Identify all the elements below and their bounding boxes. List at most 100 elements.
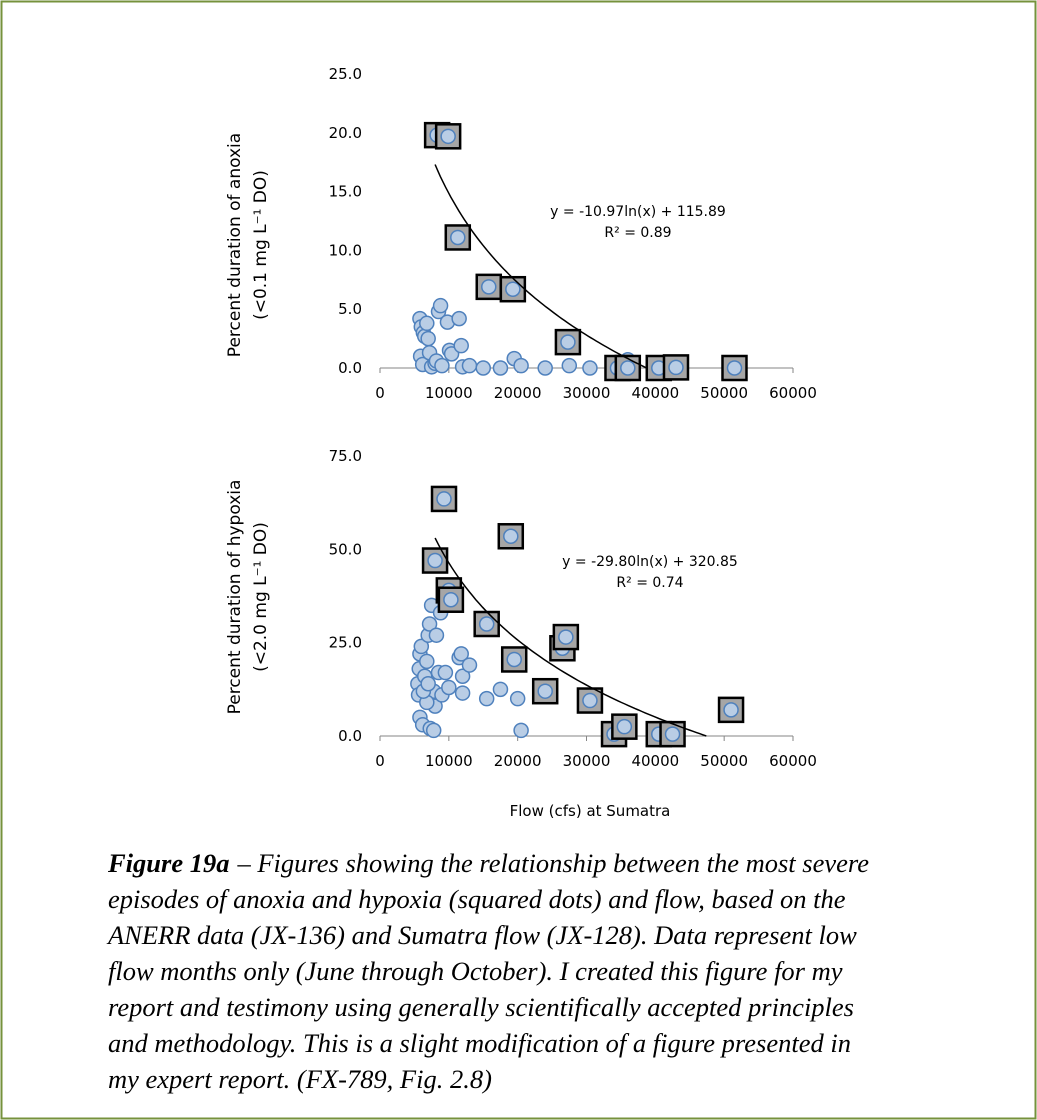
- caption-text: flow months only (June through October).…: [108, 956, 843, 986]
- point: [558, 629, 574, 645]
- point: [425, 722, 442, 739]
- point: [478, 690, 495, 707]
- point: [453, 337, 469, 354]
- x-tick-label: 20000: [494, 752, 542, 770]
- point: [440, 128, 456, 145]
- point: [492, 360, 509, 376]
- r-squared: R² = 0.89: [604, 225, 671, 241]
- point: [420, 675, 436, 692]
- x-tick-label: 30000: [563, 384, 611, 402]
- point: [668, 359, 684, 376]
- point: [461, 357, 478, 374]
- x-tick-label: 60000: [769, 752, 817, 770]
- point: [421, 616, 438, 632]
- caption-text: ANERR data (JX-136) and Sumatra flow (JX…: [106, 920, 857, 950]
- caption-line: episodes of anoxia and hypoxia (squared …: [108, 884, 846, 914]
- point: [454, 668, 471, 685]
- x-tick-label: 60000: [769, 384, 817, 402]
- x-tick-label: 0: [375, 752, 385, 770]
- y-axis-label: (<0.1 mg L⁻¹ DO): [251, 170, 271, 320]
- point: [419, 315, 435, 332]
- caption-line: my expert report. (FX-789, Fig. 2.8): [108, 1064, 492, 1094]
- y-tick-label: 0.0: [338, 359, 362, 377]
- point: [481, 279, 497, 295]
- caption-text: – Figures showing the relationship betwe…: [236, 848, 869, 878]
- point: [419, 653, 435, 670]
- point: [509, 690, 526, 707]
- point: [441, 679, 457, 696]
- y-axis-label: Percent duration of hypoxia: [225, 480, 245, 715]
- point: [413, 638, 430, 655]
- caption: Figure 19a – Figures showing the relation…: [106, 848, 869, 1094]
- x-tick-label: 0: [375, 384, 385, 402]
- point: [436, 491, 452, 507]
- point: [461, 657, 478, 673]
- trendline-equation: y = -10.97ln(x) + 115.89: [550, 204, 726, 220]
- caption-text: report and testimony using generally sci…: [108, 992, 854, 1022]
- point: [664, 726, 681, 742]
- caption-line: and methodology. This is a slight modifi…: [108, 1028, 851, 1058]
- caption-text: my expert report. (FX-789, Fig. 2.8): [108, 1064, 492, 1094]
- point: [537, 360, 553, 376]
- point: [432, 297, 449, 314]
- point: [454, 685, 471, 701]
- square-marker: [554, 328, 582, 356]
- point: [561, 357, 578, 374]
- x-tick-label: 50000: [700, 752, 748, 770]
- square-marker: [434, 123, 462, 150]
- point: [506, 651, 522, 668]
- y-tick-label: 20.0: [329, 124, 362, 142]
- x-tick-label: 30000: [563, 752, 611, 770]
- point: [513, 357, 529, 374]
- point: [513, 722, 529, 739]
- y-tick-label: 25.0: [329, 65, 362, 83]
- point: [434, 357, 450, 374]
- caption-line: ANERR data (JX-136) and Sumatra flow (JX…: [106, 920, 857, 950]
- trendline: [434, 537, 707, 737]
- caption-text: and methodology. This is a slight modifi…: [108, 1028, 851, 1058]
- point: [450, 229, 466, 246]
- point: [427, 552, 443, 569]
- point: [726, 360, 743, 376]
- trendline: [434, 164, 647, 369]
- caption-line: report and testimony using generally sci…: [108, 992, 854, 1022]
- caption-text: episodes of anoxia and hypoxia (squared …: [108, 884, 846, 914]
- point: [420, 330, 436, 347]
- x-axis-label: Flow (cfs) at Sumatra: [510, 802, 671, 820]
- x-tick-label: 10000: [425, 752, 473, 770]
- point: [428, 627, 445, 643]
- y-tick-label: 10.0: [329, 241, 362, 259]
- point: [537, 683, 553, 699]
- caption-line: Figure 19a – Figures showing the relation…: [107, 848, 869, 878]
- point: [616, 718, 633, 735]
- point: [582, 692, 598, 709]
- point: [437, 664, 454, 681]
- x-tick-label: 40000: [631, 752, 679, 770]
- r-squared: R² = 0.74: [616, 575, 683, 591]
- point: [492, 681, 509, 698]
- x-tick-label: 40000: [631, 384, 679, 402]
- y-tick-label: 75.0: [329, 447, 362, 465]
- y-axis-label: Percent duration of anoxia: [225, 133, 245, 357]
- caption-line: flow months only (June through October).…: [108, 956, 843, 986]
- point: [505, 281, 521, 297]
- point: [620, 360, 636, 376]
- caption-label: Figure 19a: [107, 848, 229, 878]
- x-tick-label: 10000: [425, 384, 473, 402]
- x-tick-label: 50000: [700, 384, 748, 402]
- point: [582, 360, 598, 376]
- point: [451, 310, 467, 327]
- point: [723, 702, 739, 718]
- point: [478, 616, 495, 632]
- point: [560, 334, 576, 350]
- trendline-equation: y = -29.80ln(x) + 320.85: [562, 554, 738, 570]
- y-tick-label: 15.0: [329, 183, 362, 201]
- point: [475, 360, 491, 376]
- x-tick-label: 20000: [494, 384, 542, 402]
- y-tick-label: 25.0: [329, 634, 362, 652]
- point: [453, 646, 469, 662]
- point: [503, 528, 519, 545]
- y-tick-label: 50.0: [329, 540, 362, 558]
